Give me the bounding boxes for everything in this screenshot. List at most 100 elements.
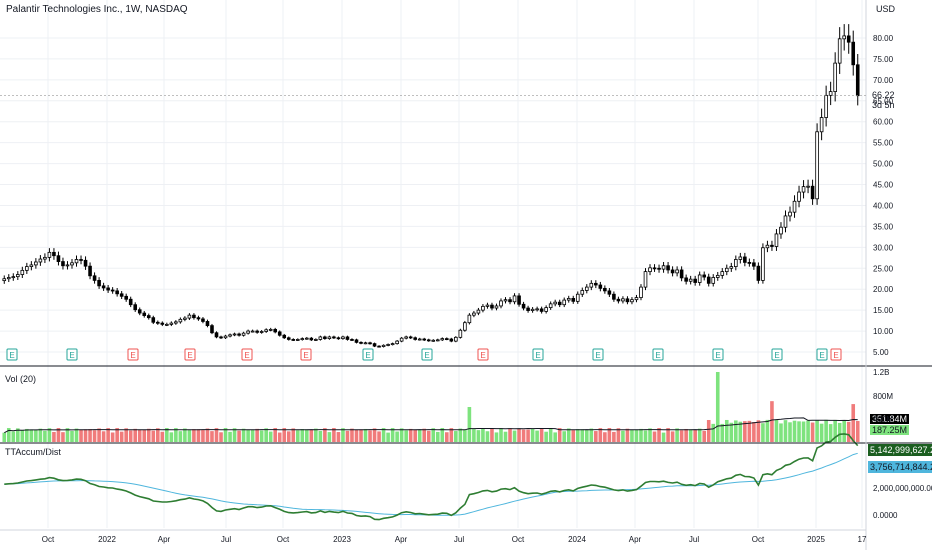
volume-bar xyxy=(643,430,648,442)
candle-body xyxy=(833,62,837,92)
candle-body xyxy=(657,267,661,270)
volume-bar xyxy=(580,429,585,442)
candle-body xyxy=(372,343,377,347)
candle-body xyxy=(472,312,476,316)
volume-bar xyxy=(305,429,309,442)
volume-bar xyxy=(625,428,630,442)
volume-bar xyxy=(706,419,711,442)
volume-bar xyxy=(666,428,670,442)
price-tick-label: 15.00 xyxy=(873,306,894,315)
candle-body xyxy=(196,317,201,320)
volume-bar xyxy=(65,428,70,442)
volume-bar xyxy=(381,428,386,442)
volume-bars xyxy=(2,372,860,442)
volume-bar xyxy=(598,428,603,442)
volume-bar xyxy=(607,428,612,442)
price-tick-label: 55.00 xyxy=(873,139,894,148)
candle-body xyxy=(359,341,363,344)
volume-bar xyxy=(855,420,860,442)
candle-body xyxy=(79,259,83,261)
candle-body xyxy=(761,247,765,281)
candle-body xyxy=(56,255,61,262)
volume-bar xyxy=(783,420,788,442)
volume-bar xyxy=(327,432,332,442)
volume-bar xyxy=(770,401,774,442)
time-tick-label: Jul xyxy=(689,535,699,544)
candle-body xyxy=(88,265,92,277)
volume-bar xyxy=(454,431,458,442)
volume-bar xyxy=(83,429,88,442)
candle-body xyxy=(476,309,481,314)
volume-bar xyxy=(837,422,842,442)
candle-body xyxy=(110,289,115,292)
candle-body xyxy=(652,267,657,270)
volume-bar xyxy=(137,429,142,442)
volume-bar xyxy=(74,428,79,442)
last-price: 66.22 xyxy=(872,90,895,100)
candle-body xyxy=(52,251,56,257)
volume-bar xyxy=(408,428,413,442)
volume-bar xyxy=(232,428,237,442)
candle-body xyxy=(810,185,815,200)
volume-bar xyxy=(846,421,851,442)
candle-body xyxy=(431,339,436,342)
volume-bar xyxy=(756,420,761,442)
candle-body xyxy=(449,338,454,342)
candle-body xyxy=(539,308,544,312)
candle-body xyxy=(815,131,819,200)
candle-body xyxy=(806,185,810,188)
candle-body xyxy=(454,336,458,342)
candle-body xyxy=(323,336,327,340)
candle-body xyxy=(575,293,580,302)
candle-body xyxy=(571,298,576,302)
candle-body xyxy=(463,322,467,331)
candle-body xyxy=(526,307,530,311)
earnings-icon xyxy=(592,348,604,361)
price-tick-label: 10.00 xyxy=(873,327,894,336)
volume-bar xyxy=(485,431,490,442)
volume-bar xyxy=(557,428,562,442)
candle-body xyxy=(765,244,770,249)
candle-body xyxy=(61,261,65,267)
volume-bar xyxy=(119,431,124,442)
candle-body xyxy=(318,336,323,340)
candle-body xyxy=(201,318,205,322)
candle-body xyxy=(395,340,399,345)
candle-body xyxy=(386,344,390,346)
time-tick-label: 2025 xyxy=(807,535,825,544)
volume-bar xyxy=(697,428,702,442)
candle-body xyxy=(404,336,408,339)
candle-body xyxy=(544,307,548,312)
candle-body xyxy=(774,233,779,247)
candle-body xyxy=(562,299,567,306)
candle-body xyxy=(133,304,138,311)
candle-body xyxy=(174,321,178,324)
volume-bar xyxy=(79,429,83,442)
candle-body xyxy=(702,274,707,278)
volume-bar xyxy=(603,432,607,442)
earnings-icon xyxy=(532,348,544,361)
volume-bar xyxy=(670,431,675,442)
volume-bar xyxy=(210,431,214,442)
earnings-letter: E xyxy=(535,351,540,360)
candle-body xyxy=(724,267,729,273)
volume-bar xyxy=(688,429,693,442)
volume-bar xyxy=(467,407,472,442)
volume-bar xyxy=(323,428,327,442)
candle-body xyxy=(855,64,860,97)
volume-bar xyxy=(29,429,34,442)
candle-body xyxy=(639,286,643,298)
volume-bar xyxy=(142,429,147,442)
candle-body xyxy=(756,265,761,281)
price-tick-label: 20.00 xyxy=(873,285,894,294)
candle-body xyxy=(106,287,110,291)
candle-body xyxy=(295,339,300,341)
volume-bar xyxy=(435,431,440,442)
volume-bar xyxy=(291,428,296,442)
candle-body xyxy=(142,312,147,316)
volume-bar xyxy=(372,428,377,442)
earnings-letter: E xyxy=(774,351,779,360)
volume-bar xyxy=(295,430,300,442)
